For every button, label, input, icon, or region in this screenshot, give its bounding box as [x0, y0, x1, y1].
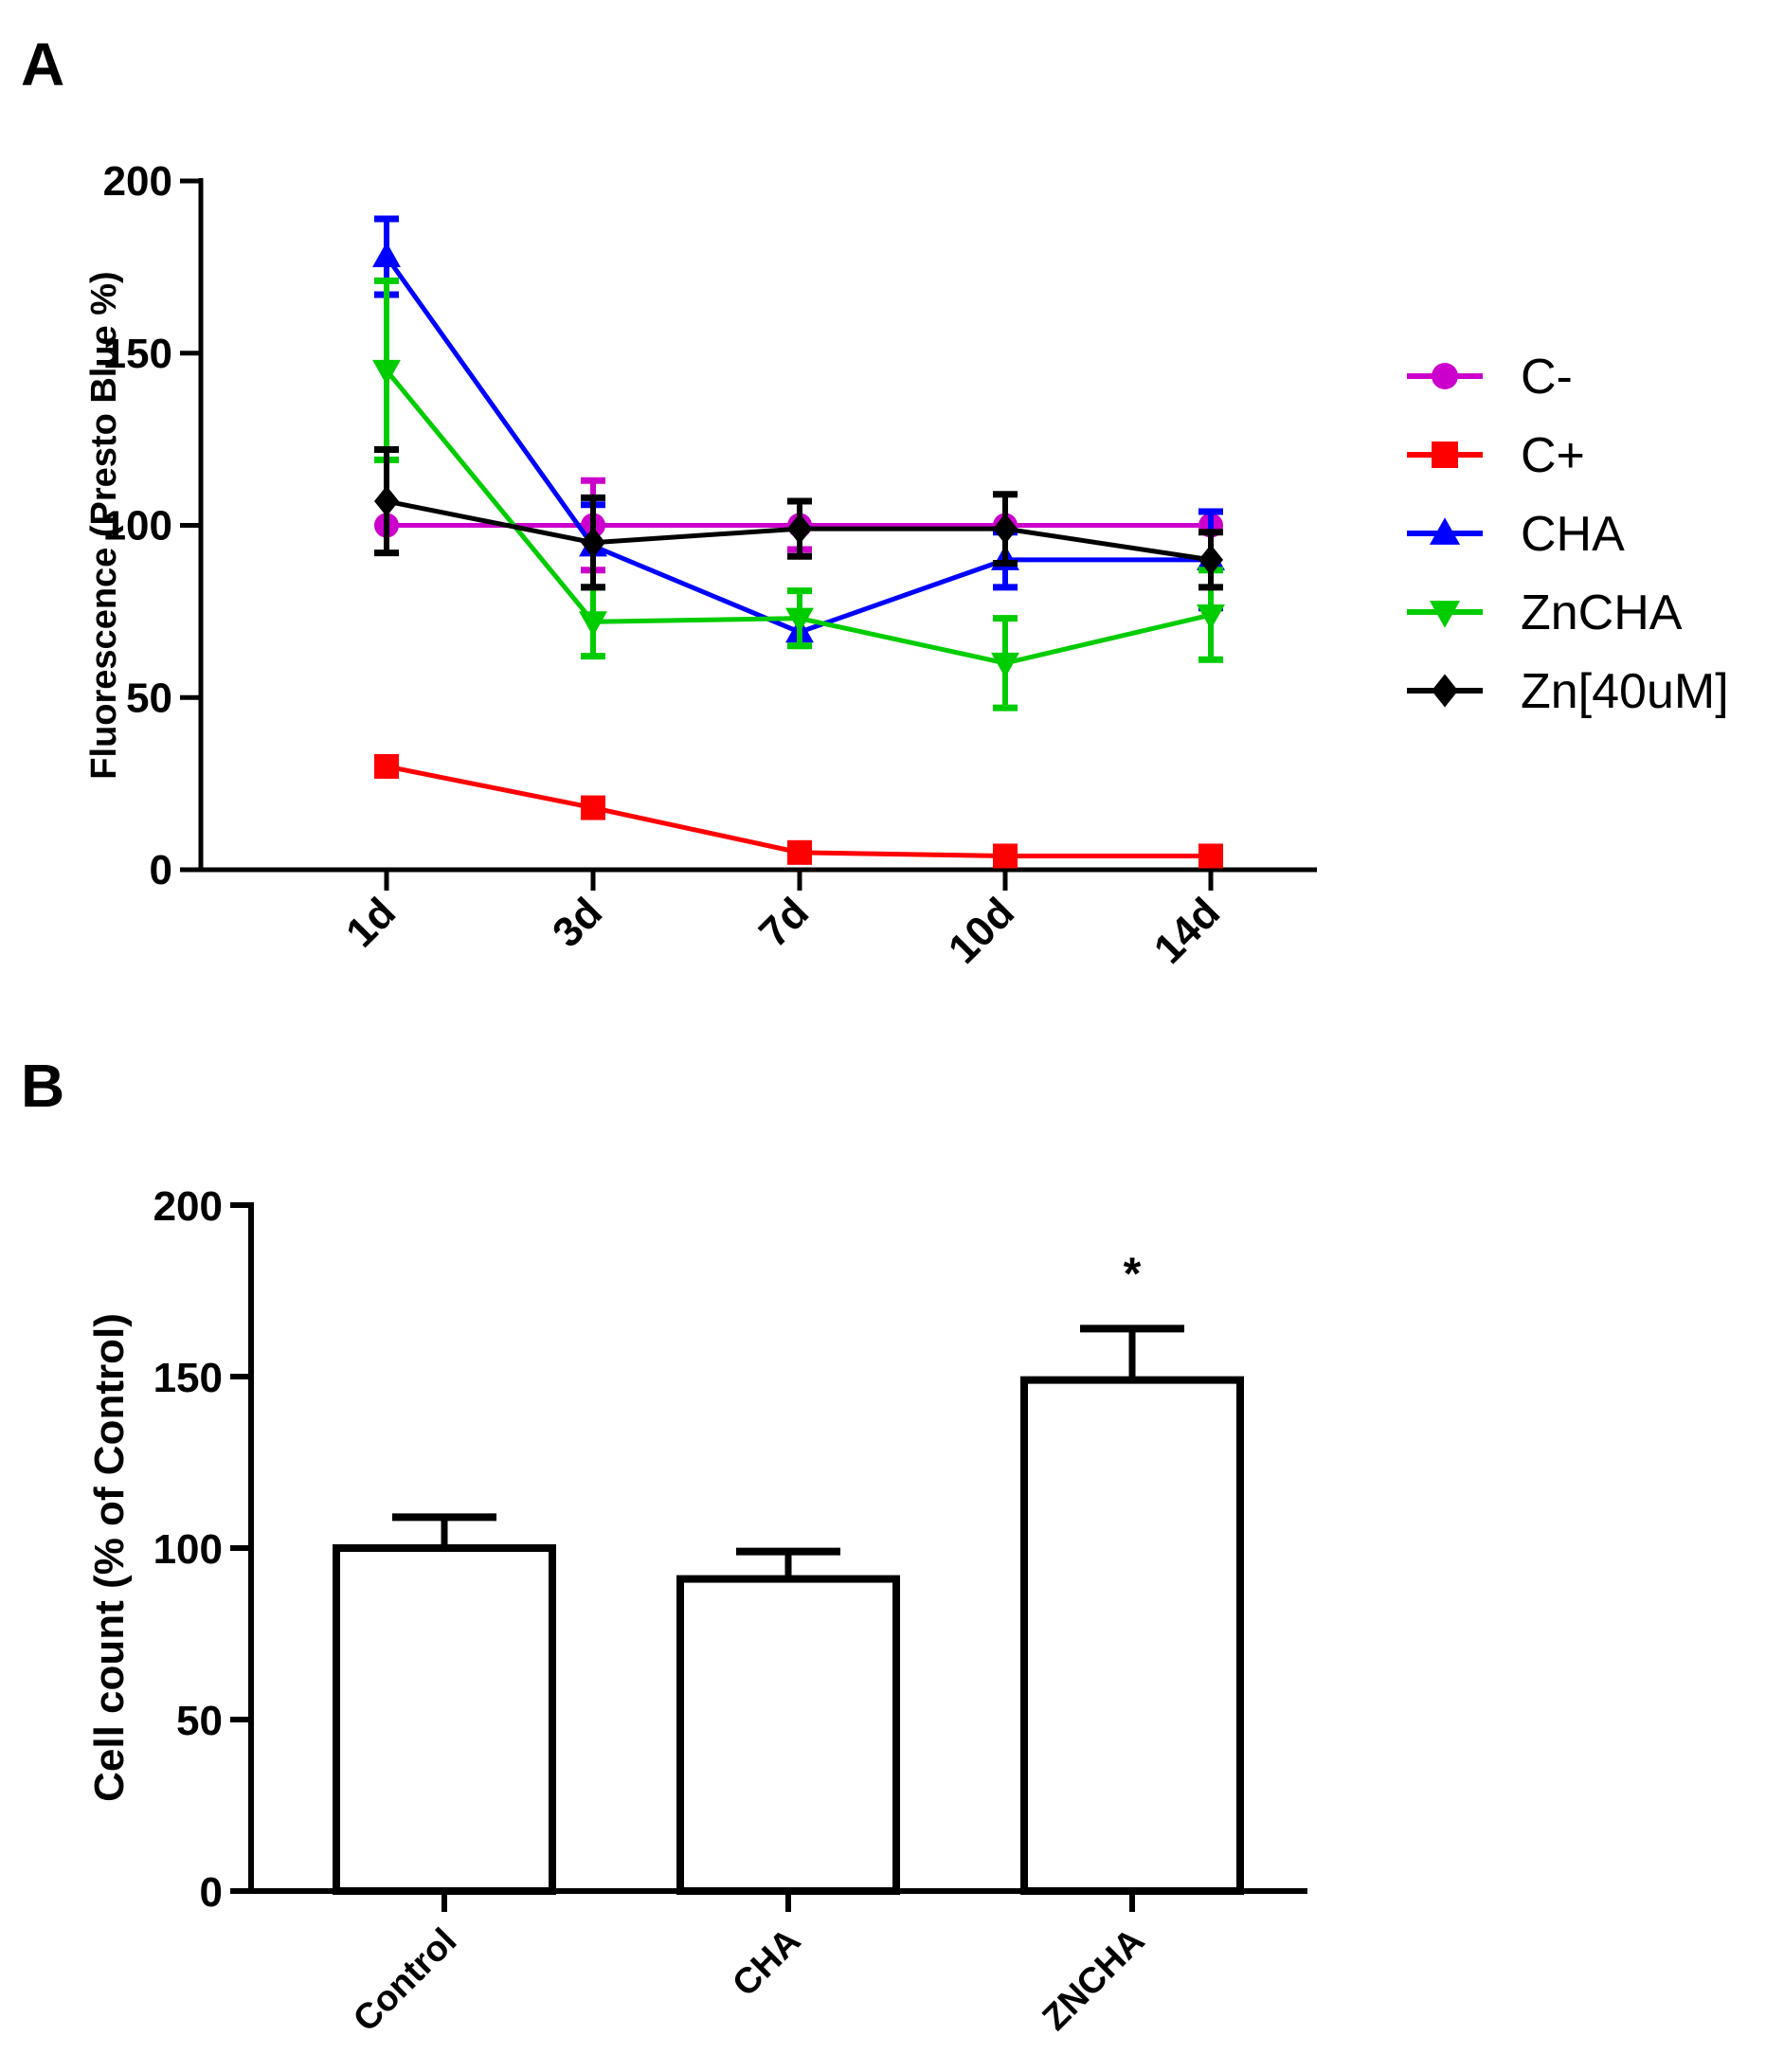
- panel-b-x-tick-label-cha: CHA: [725, 1921, 808, 2005]
- legend-label-zn-40um: Zn[40uM]: [1521, 664, 1729, 719]
- point-c: [581, 795, 605, 820]
- point-c: [993, 843, 1018, 869]
- point-zncha: [785, 607, 814, 634]
- panel-a-y-tick-label: 0: [150, 847, 172, 893]
- panel-a-x-tick-label: 3d: [544, 889, 611, 956]
- point-zn-40um: [1198, 544, 1223, 576]
- panel-a-y-tick-label: 150: [103, 331, 172, 377]
- legend-item-zn-40um: Zn[40uM]: [1407, 664, 1729, 719]
- legend-marker-c: [1432, 363, 1458, 389]
- point-c: [374, 753, 399, 779]
- point-zn-40um: [787, 513, 812, 545]
- panel-b-y-tick-label: 150: [153, 1355, 223, 1401]
- panel-a-legend: C- C+ CHA ZnCHA Zn[40uM]: [1407, 350, 1729, 719]
- panel-a-line-chart: 0 50 100 150 200 1d 3d 7d 10d 14d Fluorescence (P…: [84, 158, 1729, 973]
- point-zncha: [1197, 604, 1225, 630]
- point-zncha: [579, 611, 607, 637]
- bar-group-zncha: ZNCHA: [1020, 1324, 1244, 2039]
- panel-a-axes: 0 50 100 150 200 1d 3d 7d 10d 14d: [103, 158, 1317, 973]
- legend-item-zncha: ZnCHA: [1407, 586, 1683, 640]
- panel-b-y-tick-label: 50: [176, 1698, 223, 1744]
- legend-label-zncha: ZnCHA: [1521, 586, 1683, 640]
- legend-item-cha: CHA: [1407, 507, 1625, 562]
- panel-b-y-tick-label: 100: [153, 1526, 223, 1573]
- legend-marker-c: [1432, 441, 1458, 468]
- series-c: [374, 753, 1223, 869]
- panel-b-bar-chart: 0 50 100 150 200 Cell count (% of Control) C…: [86, 1183, 1307, 2040]
- legend-marker-zn-40um: [1432, 674, 1458, 708]
- panel-a-y-tick-label: 100: [103, 503, 172, 550]
- point-c: [1198, 843, 1223, 869]
- panel-b-y-tick-label: 0: [200, 1869, 223, 1916]
- panel-a-y-tick-label: 50: [126, 675, 172, 721]
- point-zn-40um: [374, 485, 399, 517]
- panel-a-x-tick-label: 10d: [940, 889, 1023, 972]
- panel-b-bars: Control CHA ZNCHA *: [333, 1249, 1244, 2040]
- point-zn-40um: [993, 513, 1018, 545]
- point-zn-40um: [581, 527, 605, 558]
- legend-marker-zncha: [1429, 601, 1461, 628]
- point-c: [787, 839, 812, 865]
- panel-b-x-tick-label-zncha: ZNCHA: [1036, 1921, 1153, 2039]
- panel-a-x-tick-label: 7d: [750, 889, 818, 956]
- legend-item-c: C-: [1407, 350, 1573, 405]
- series-zn-40um: [374, 446, 1223, 591]
- bar-zncha: [1020, 1376, 1244, 1895]
- point-zncha: [991, 652, 1019, 678]
- panel-b-y-tick-label: 200: [153, 1183, 223, 1230]
- panel-a-x-tick-label: 14d: [1145, 889, 1229, 972]
- point-cha: [372, 242, 401, 268]
- panel-b-letter: B: [21, 1052, 64, 1120]
- legend-label-c: C+: [1521, 428, 1585, 483]
- bar-cha: [676, 1575, 900, 1895]
- legend-label-cha: CHA: [1521, 507, 1625, 562]
- point-zncha: [372, 359, 401, 386]
- panel-a-y-axis-title: Fluorescence (Presto Blue %): [84, 271, 124, 779]
- line-cha: [384, 255, 1211, 635]
- significance-marker: *: [1124, 1249, 1142, 1299]
- series-cha: [372, 215, 1225, 643]
- bar-control: [333, 1544, 556, 1895]
- bar-group-cha: CHA: [676, 1547, 900, 2005]
- legend-label-c: C-: [1521, 350, 1573, 405]
- panel-a-letter: A: [21, 30, 64, 99]
- panel-b-y-axis-title: Cell count (% of Control): [86, 1313, 133, 1802]
- panel-a-x-tick-label: 1d: [337, 889, 405, 956]
- panel-b-x-tick-label-control: Control: [346, 1921, 464, 2040]
- panel-a-y-tick-label: 200: [103, 158, 172, 205]
- bar-group-control: Control: [333, 1513, 556, 2040]
- legend-marker-cha: [1429, 517, 1461, 545]
- legend-item-c: C+: [1407, 428, 1585, 483]
- series-zncha: [372, 277, 1225, 712]
- panel-a-series: [372, 215, 1225, 869]
